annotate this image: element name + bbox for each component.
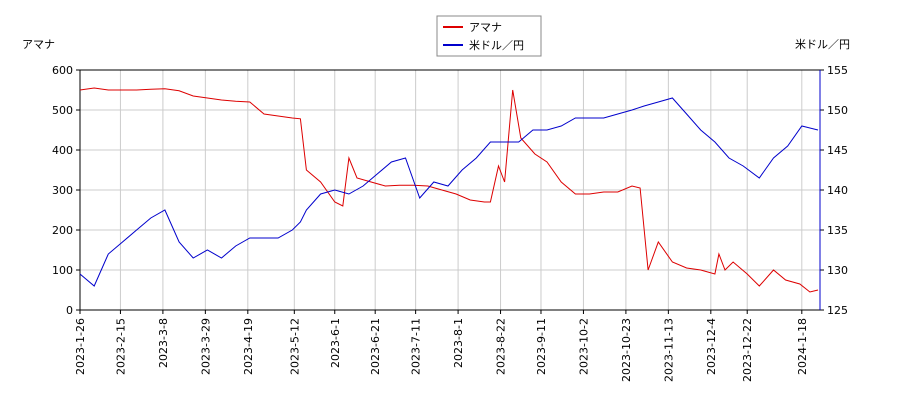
y-tick-label: 400 [52, 144, 73, 157]
x-tick-label: 2023-10-23 [620, 318, 633, 382]
y2-tick-label: 150 [827, 104, 848, 117]
x-tick-label: 2023-4-19 [242, 318, 255, 375]
y-axis-label: アマナ [22, 38, 55, 51]
y2-tick-label: 155 [827, 64, 848, 77]
legend-label: 米ドル／円 [469, 39, 524, 52]
legend [436, 15, 542, 57]
y-tick-label: 200 [52, 224, 73, 237]
x-tick-label: 2023-12-22 [741, 318, 754, 382]
y-tick-label: 600 [52, 64, 73, 77]
x-tick-label: 2023-7-11 [410, 318, 423, 375]
y2-tick-label: 145 [827, 144, 848, 157]
x-tick-label: 2023-3-29 [199, 318, 212, 375]
y2-tick-label: 125 [827, 304, 848, 317]
x-tick-label: 2023-11-13 [662, 318, 675, 382]
y2-tick-label: 135 [827, 224, 848, 237]
x-tick-label: 2023-1-26 [74, 318, 87, 375]
x-tick-label: 2023-10-2 [577, 318, 590, 375]
y2-tick-label: 130 [827, 264, 848, 277]
y-tick-label: 300 [52, 184, 73, 197]
x-tick-label: 2024-1-18 [796, 318, 809, 375]
y2-tick-label: 140 [827, 184, 848, 197]
y-tick-label: 0 [66, 304, 73, 317]
y2-axis-label: 米ドル／円 [795, 38, 850, 51]
x-tick-label: 2023-8-1 [452, 318, 465, 368]
x-tick-label: 2023-6-1 [329, 318, 342, 368]
y-tick-label: 500 [52, 104, 73, 117]
x-tick-label: 2023-12-4 [705, 318, 718, 375]
y-tick-label: 100 [52, 264, 73, 277]
data-line [79, 87, 819, 293]
x-tick-label: 2023-2-15 [114, 318, 127, 375]
x-tick-label: 2023-6-21 [369, 318, 382, 375]
x-tick-label: 2023-9-11 [535, 318, 548, 375]
x-tick-label: 2023-3-8 [157, 318, 170, 368]
x-tick-label: 2023-5-12 [288, 318, 301, 375]
x-tick-label: 2023-8-22 [495, 318, 508, 375]
data-line [79, 97, 819, 287]
legend-label: アマナ [469, 21, 502, 34]
